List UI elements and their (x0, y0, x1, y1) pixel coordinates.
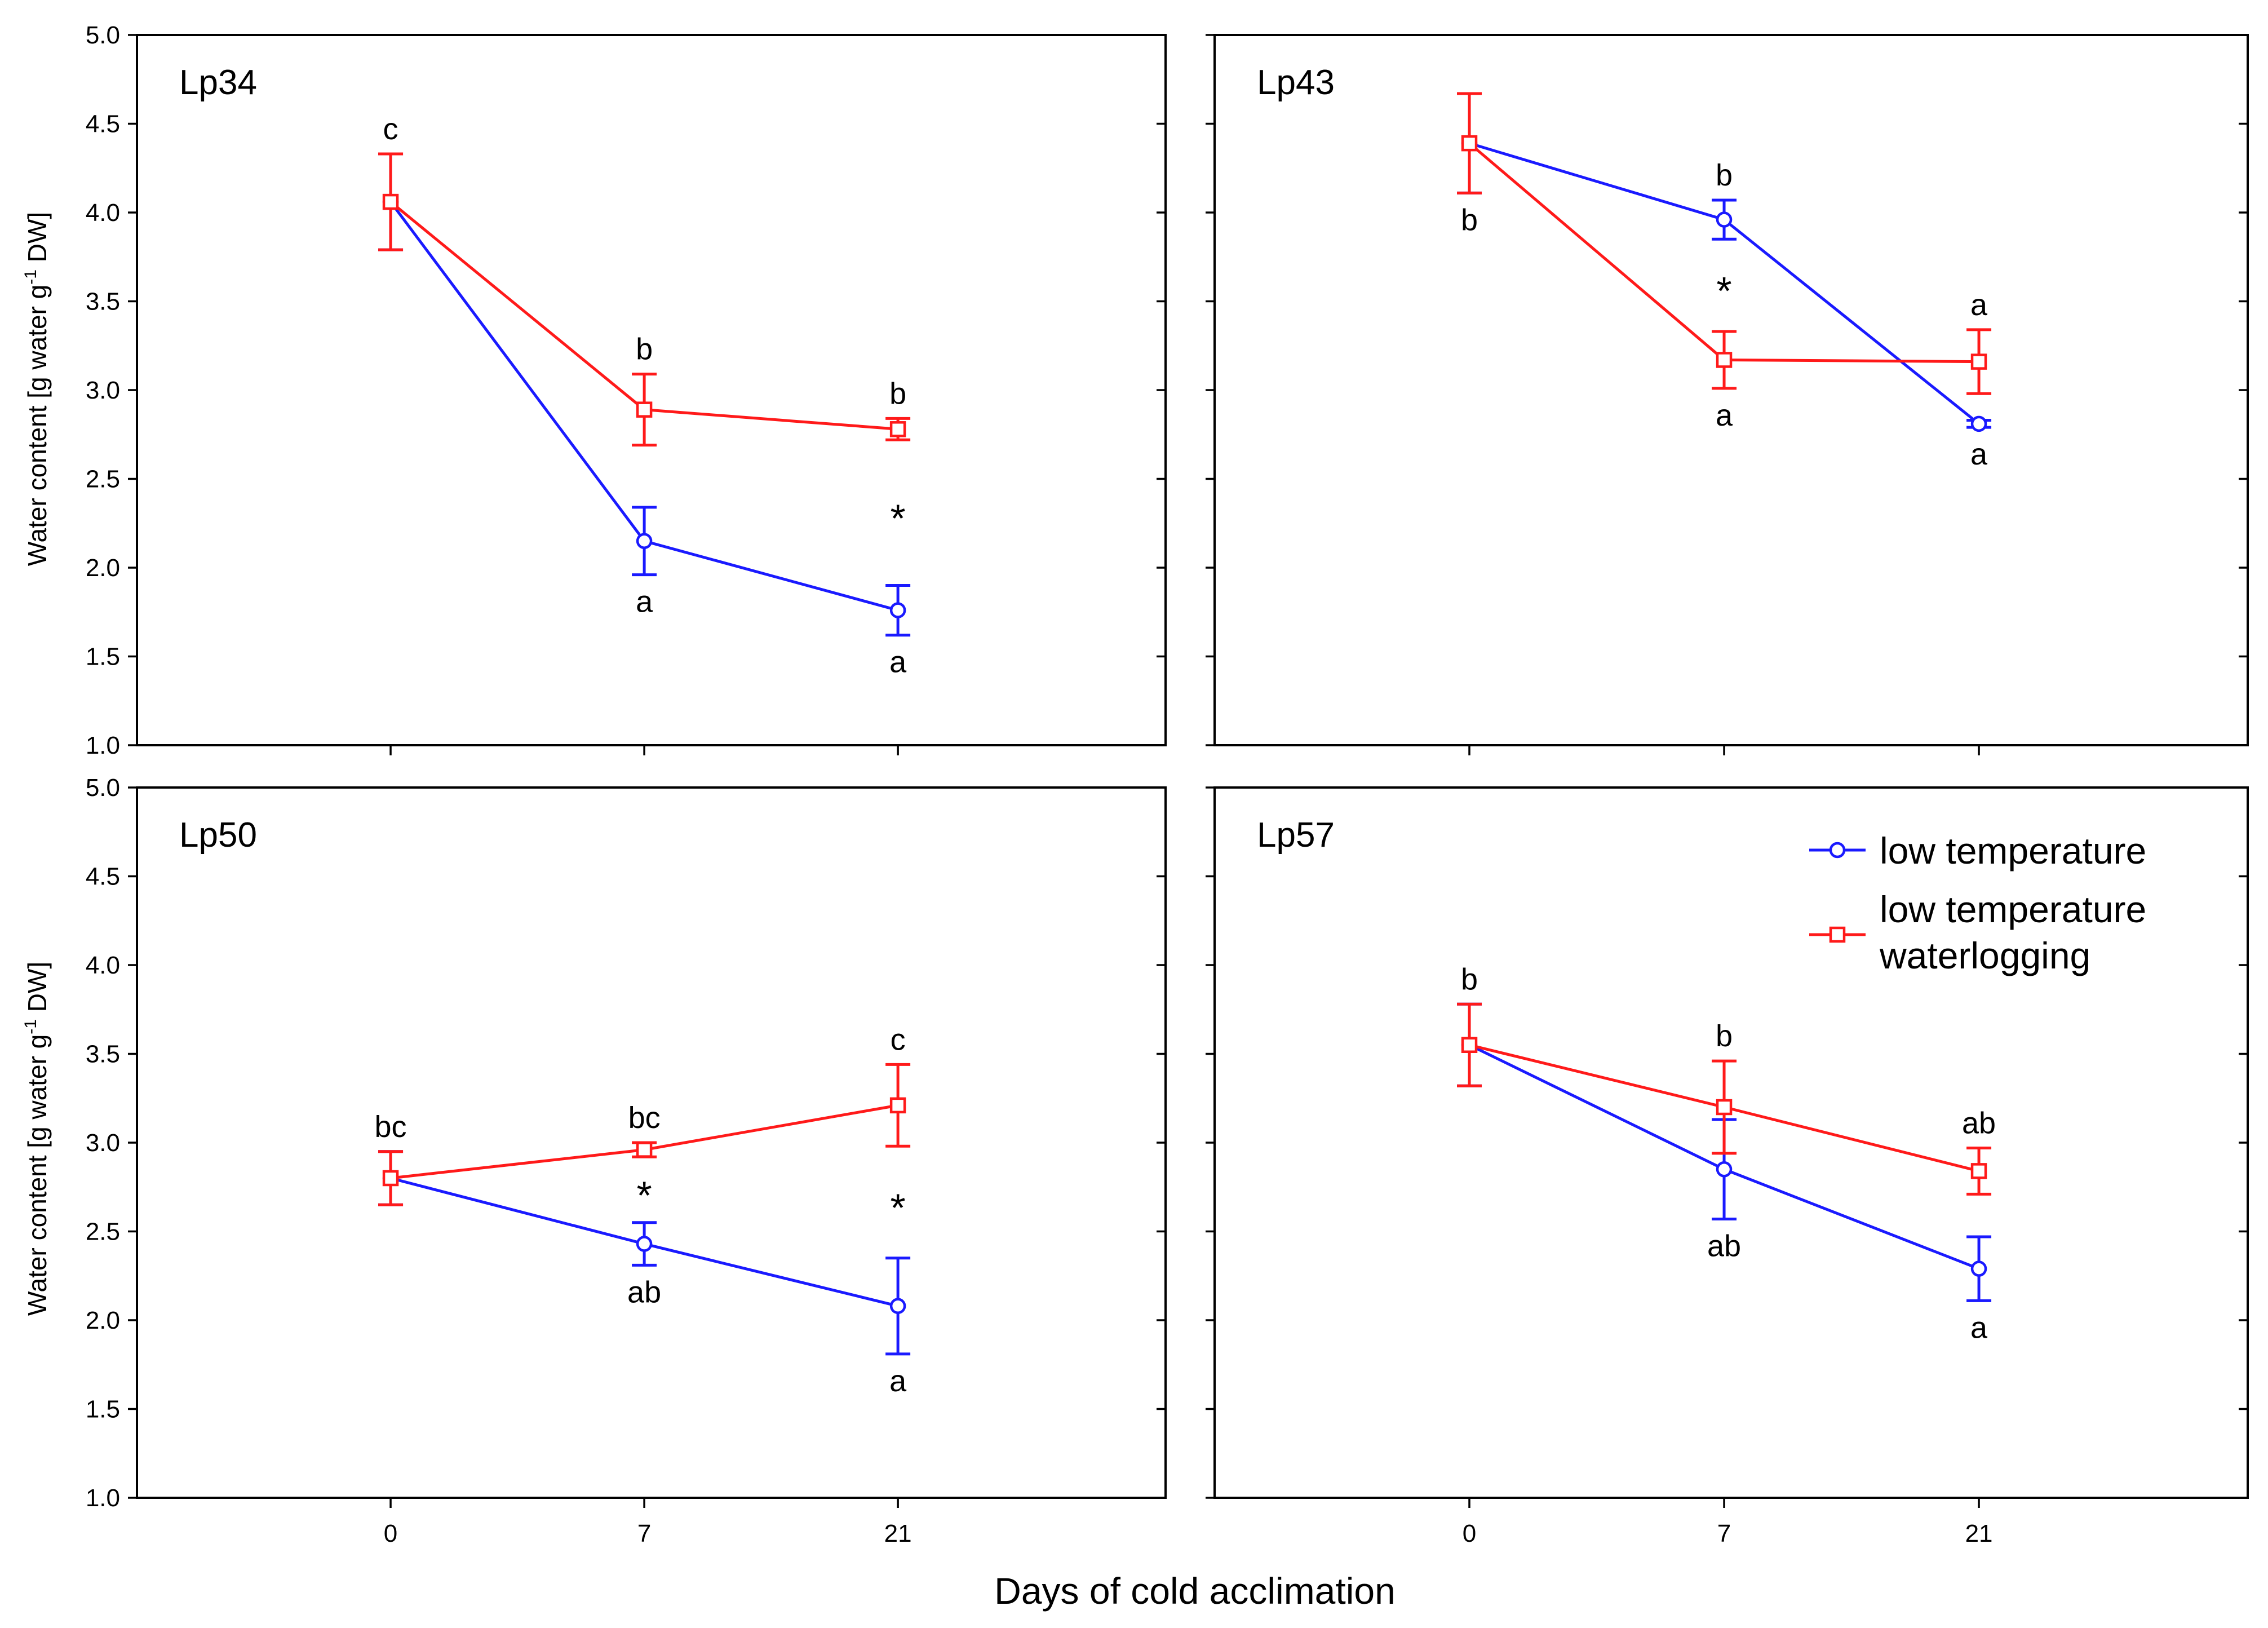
x-tick-label: 21 (884, 1520, 912, 1547)
y-label-main: Water content [g water g (23, 1034, 52, 1316)
significance-letter: a (1970, 288, 1988, 322)
x-tick-label: 7 (637, 1520, 651, 1547)
data-point-square (1716, 352, 1733, 368)
y-tick-label: 5.0 (86, 774, 120, 802)
significance-letter: b (889, 377, 906, 410)
series-low-temperature-waterlogging: bc c (378, 1023, 911, 1206)
y-tick-label: 4.5 (86, 110, 120, 138)
significance-letter: a (1970, 437, 1988, 471)
data-point-circle (889, 1298, 906, 1315)
y-tick-label: 2.5 (86, 466, 120, 493)
plot-frame (136, 34, 1167, 746)
legend: low temperature low temperature waterloggi… (1809, 830, 2146, 976)
significance-letter: ab (627, 1275, 661, 1309)
significance-star: * (891, 1186, 906, 1230)
legend-marker-square (1829, 926, 1846, 943)
significance-letter: b (1461, 962, 1478, 996)
significance-star: * (1716, 269, 1731, 313)
panel-title: Lp57 (1257, 816, 1335, 855)
significance-star: * (891, 496, 906, 540)
x-tick-label: 7 (1717, 1520, 1731, 1547)
y-tick-label: 4.0 (86, 952, 120, 979)
series-low-temperature-waterlogging: bb (378, 152, 911, 447)
significance-letter: ab (1707, 1229, 1741, 1263)
panels: 1.01.52.02.53.03.54.04.55.0caabb*Lp34bab… (86, 21, 2249, 1547)
y-label-tail: DW] (23, 212, 52, 269)
y-axis-label-top: Water content [g water g-1 DW] (21, 212, 52, 566)
data-point-square (1716, 1099, 1733, 1116)
x-tick-label: 21 (1965, 1520, 1993, 1547)
significance-letter: ab (1962, 1106, 1996, 1140)
legend-marker-circle (1829, 842, 1846, 859)
data-point-square (1970, 1163, 1987, 1179)
significance-letter: bc (628, 1101, 661, 1135)
legend-label-low-temperature: low temperature (1880, 830, 2146, 871)
significance-letter: b (1461, 203, 1478, 237)
significance-letter: c (383, 112, 398, 146)
legend-label-low-temperature-waterlogging-line1: low temperature (1880, 888, 2146, 930)
significance-letter: b (1716, 1019, 1733, 1053)
significance-letter: a (889, 645, 907, 679)
y-label-main: Water content [g water g (23, 285, 52, 566)
data-point-square (889, 421, 906, 437)
significance-letter: b (1716, 158, 1733, 192)
y-tick-label: 1.5 (86, 643, 120, 671)
panel-lp43: b a b a a * Lp43 (1206, 34, 2249, 755)
y-tick-label: 4.0 (86, 199, 120, 227)
legend-label-low-temperature-waterlogging-line2: waterlogging (1879, 935, 2090, 976)
significance-star: * (636, 1173, 652, 1217)
x-axis-label: Days of cold acclimation (994, 1570, 1396, 1612)
data-point-square (1970, 353, 1987, 370)
significance-letter: a (1716, 399, 1733, 432)
data-point-circle (1716, 211, 1733, 228)
significance-letter: a (636, 585, 653, 619)
data-point-square (382, 1170, 399, 1187)
plot-frame (1213, 34, 2249, 746)
significance-letter: a (1970, 1311, 1988, 1344)
y-label-sup: -1 (21, 269, 40, 285)
data-point-square (636, 1142, 653, 1158)
y-tick-label: 2.5 (86, 1218, 120, 1246)
x-tick-label: 0 (1463, 1520, 1476, 1547)
significance-letter: c (891, 1023, 906, 1056)
significance-letter: a (889, 1364, 907, 1398)
y-label-sup: -1 (21, 1019, 40, 1034)
data-point-circle (889, 602, 906, 618)
y-tick-label: 3.5 (86, 288, 120, 316)
data-point-circle (1970, 1260, 1987, 1277)
data-point-circle (1716, 1161, 1733, 1178)
data-point-square (636, 401, 653, 418)
y-tick-label: 3.0 (86, 1129, 120, 1157)
data-point-square (1461, 135, 1478, 152)
panel-lp50: 1.0 1.5 2.0 2.5 3.0 3.5 4.0 4.5 5.0 0 7 21 bc ab a bc c *… (86, 774, 1167, 1547)
series-low-temperature-waterlogging: b a a (1457, 92, 1992, 432)
panel-title: Lp43 (1257, 63, 1335, 102)
x-tick-label: 0 (384, 1520, 397, 1547)
significance-letter: b (636, 333, 653, 366)
data-point-circle (636, 533, 653, 549)
panel-title: Lp34 (179, 63, 257, 102)
y-axis-label-bottom: Water content [g water g-1 DW] (21, 962, 52, 1316)
y-tick-label: 1.0 (86, 1484, 120, 1512)
panel-title: Lp50 (179, 816, 257, 855)
data-point-square (889, 1097, 906, 1114)
data-point-circle (1970, 415, 1987, 432)
significance-letter: bc (375, 1110, 407, 1144)
data-point-square (1461, 1037, 1478, 1053)
series-low-temperature-waterlogging: b ab (1457, 1002, 1996, 1196)
y-label-tail: DW] (23, 962, 52, 1019)
y-tick-label: 5.0 (86, 21, 120, 49)
y-tick-label: 2.0 (86, 1307, 120, 1334)
y-tick-label: 3.0 (86, 377, 120, 404)
y-tick-label: 2.0 (86, 554, 120, 582)
y-tick-label: 1.0 (86, 732, 120, 759)
y-tick-label: 1.5 (86, 1396, 120, 1423)
data-point-circle (636, 1236, 653, 1252)
y-tick-label: 3.5 (86, 1041, 120, 1068)
y-tick-label: 4.5 (86, 863, 120, 891)
data-point-square (382, 193, 399, 210)
